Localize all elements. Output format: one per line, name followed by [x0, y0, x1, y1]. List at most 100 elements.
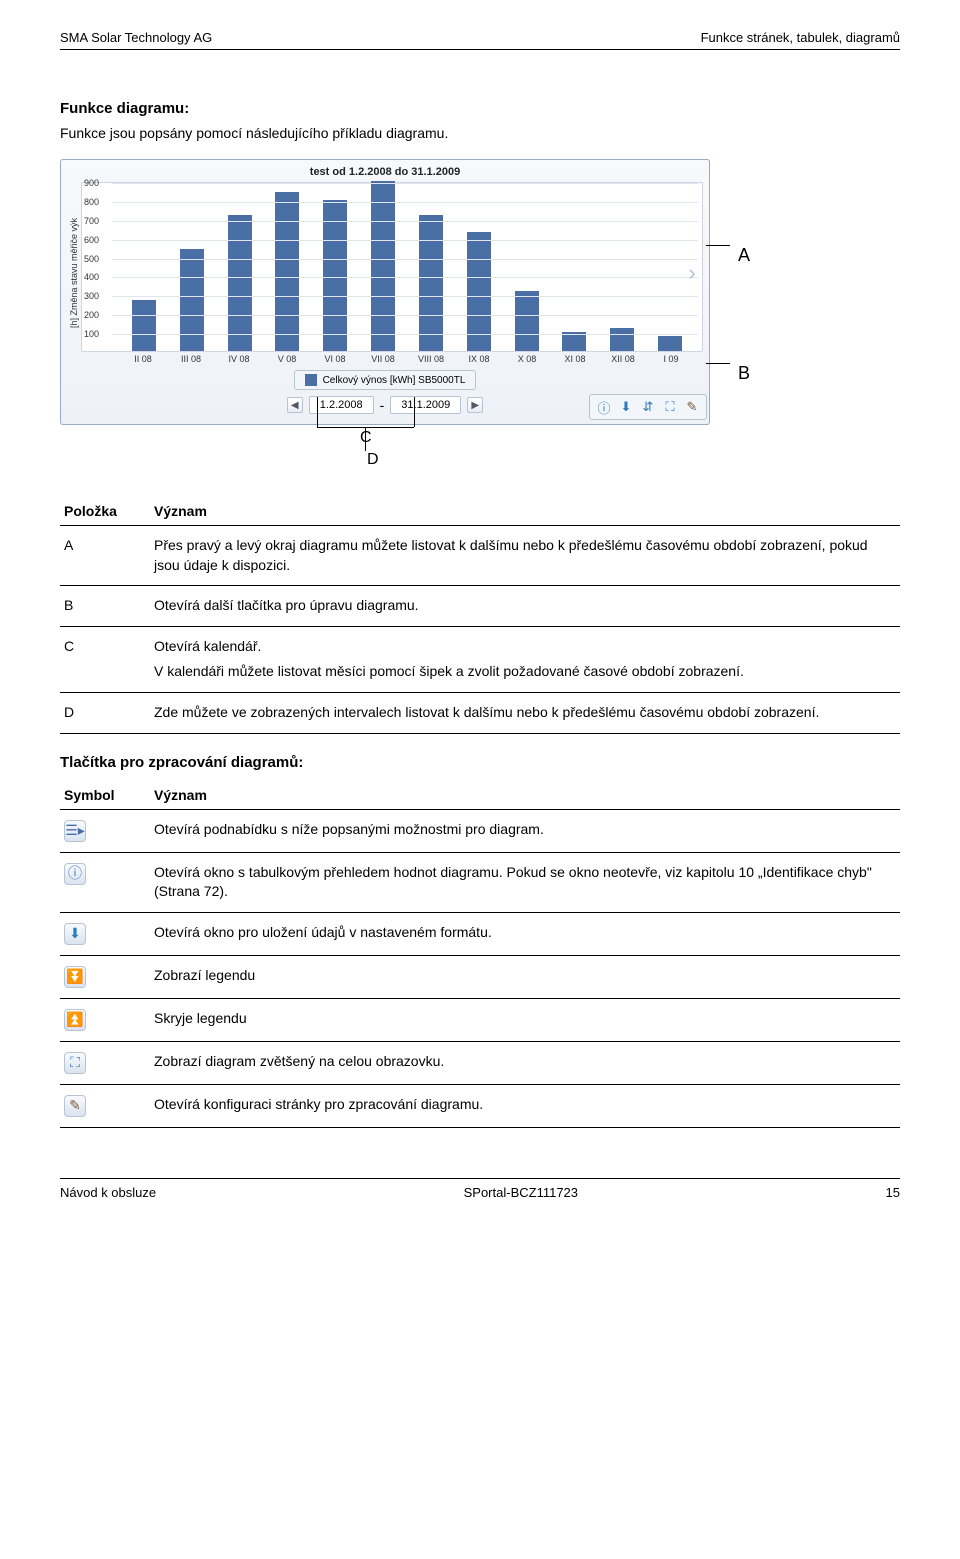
- chart-title: test od 1.2.2008 do 31.1.2009: [67, 166, 703, 178]
- table-row: BOtevírá další tlačítka pro úpravu diagr…: [60, 586, 900, 627]
- header-right: Funkce stránek, tabulek, diagramů: [701, 30, 900, 45]
- chart-wrapper: test od 1.2.2008 do 31.1.2009 [h] Změna …: [60, 159, 900, 485]
- x-tick-label: VII 08: [359, 354, 407, 364]
- symbol-cell: ⬇: [60, 912, 150, 955]
- bar: [180, 249, 204, 351]
- grid-line: [112, 183, 698, 184]
- y-tick: 500: [84, 254, 99, 264]
- bar: [371, 181, 395, 351]
- y-tick: 600: [84, 235, 99, 245]
- x-ticks: II 08III 08IV 08V 08VI 08VII 08VIII 08IX…: [119, 352, 695, 364]
- legend-label: Celkový výnos [kWh] SB5000TL: [323, 375, 466, 386]
- callout-A: A: [738, 245, 750, 266]
- grid-line: [112, 221, 698, 222]
- item-key: C: [60, 626, 150, 692]
- chart-toolbar: ⓘ ⬇ ⇵ ⛶ ✎: [589, 394, 707, 420]
- info-icon[interactable]: ⓘ: [595, 398, 613, 416]
- bracket-line: [706, 363, 730, 364]
- x-tick-label: II 08: [119, 354, 167, 364]
- x-tick-label: XII 08: [599, 354, 647, 364]
- table-row: APřes pravý a levý okraj diagramu můžete…: [60, 526, 900, 586]
- x-tick-label: VI 08: [311, 354, 359, 364]
- table-row: ⏫ Skryje legendu: [60, 998, 900, 1041]
- header-rule: [60, 49, 900, 50]
- footer-right: 15: [886, 1185, 900, 1200]
- table-row: ⏬ Zobrazí legendu: [60, 955, 900, 998]
- collapse-up-icon[interactable]: ⏫: [64, 1009, 86, 1031]
- table2-head-1: Význam: [150, 779, 900, 810]
- y-axis-label: [h] Změna stavu měřiče výk: [67, 182, 81, 364]
- symbol-cell: ⓘ: [60, 852, 150, 912]
- table-row: DZde můžete ve zobrazených intervalech l…: [60, 692, 900, 733]
- edit-icon[interactable]: ✎: [64, 1095, 86, 1117]
- fullscreen-icon[interactable]: ⛶: [661, 398, 679, 416]
- expand-down-icon[interactable]: ⏬: [64, 966, 86, 988]
- item-key: A: [60, 526, 150, 586]
- table1-head-0: Položka: [60, 495, 150, 526]
- menu-icon[interactable]: ☰▸: [64, 820, 86, 842]
- footer-center: SPortal-BCZ111723: [464, 1185, 578, 1200]
- legend-swatch: [305, 374, 317, 386]
- bar: [610, 328, 634, 351]
- symbol-cell: ⏫: [60, 998, 150, 1041]
- plot-area: 100200300400500600700800900: [81, 182, 703, 352]
- item-key: D: [60, 692, 150, 733]
- date-next-arrow[interactable]: ▶: [467, 397, 483, 413]
- footer-left: Návod k obsluze: [60, 1185, 156, 1200]
- symbol-desc: Otevírá okno pro uložení údajů v nastave…: [150, 912, 900, 955]
- chart-next-arrow[interactable]: ›: [683, 253, 701, 293]
- grid-line: [112, 315, 698, 316]
- x-tick-label: III 08: [167, 354, 215, 364]
- info-icon[interactable]: ⓘ: [64, 863, 86, 885]
- bar: [419, 215, 443, 351]
- symbol-desc: Skryje legendu: [150, 998, 900, 1041]
- bracket-line: [317, 397, 318, 427]
- x-tick-label: X 08: [503, 354, 551, 364]
- symbol-cell: ✎: [60, 1084, 150, 1127]
- item-key: B: [60, 586, 150, 627]
- bracket-line: [414, 397, 415, 427]
- table1-head-1: Význam: [150, 495, 900, 526]
- item-desc: Otevírá kalendář.V kalendáři můžete list…: [150, 626, 900, 692]
- table-row: COtevírá kalendář.V kalendáři můžete lis…: [60, 626, 900, 692]
- grid-line: [112, 202, 698, 203]
- legend-row: Celkový výnos [kWh] SB5000TL: [67, 370, 703, 390]
- callout-B: B: [738, 363, 750, 384]
- section-title: Funkce diagramu:: [60, 100, 900, 117]
- date-to-field[interactable]: 31.1.2009: [390, 396, 461, 414]
- date-from-field[interactable]: 1.2.2008: [309, 396, 374, 414]
- bar: [275, 192, 299, 351]
- fullscreen-icon[interactable]: ⛶: [64, 1052, 86, 1074]
- x-tick-label: V 08: [263, 354, 311, 364]
- date-separator: -: [380, 397, 385, 413]
- grid-line: [112, 277, 698, 278]
- subhead: Tlačítka pro zpracování diagramů:: [60, 754, 900, 771]
- bracket-line: [365, 427, 366, 451]
- download-icon[interactable]: ⬇: [617, 398, 635, 416]
- grid-line: [112, 240, 698, 241]
- y-tick: 700: [84, 216, 99, 226]
- symbol-cell: ⏬: [60, 955, 150, 998]
- item-desc: Přes pravý a levý okraj diagramu můžete …: [150, 526, 900, 586]
- table2-head-0: Symbol: [60, 779, 150, 810]
- item-desc: Zde můžete ve zobrazených intervalech li…: [150, 692, 900, 733]
- legend-box[interactable]: Celkový výnos [kWh] SB5000TL: [294, 370, 477, 390]
- date-bar: ◀ 1.2.2008 - 31.1.2009 ▶ ⓘ ⬇ ⇵ ⛶ ✎: [67, 396, 703, 414]
- bar: [323, 200, 347, 351]
- x-tick-label: I 09: [647, 354, 695, 364]
- symbol-desc: Zobrazí legendu: [150, 955, 900, 998]
- bar: [132, 300, 156, 351]
- table-row: ☰▸Otevírá podnabídku s níže popsanými mo…: [60, 809, 900, 852]
- legend-toggle-icon[interactable]: ⇵: [639, 398, 657, 416]
- edit-icon[interactable]: ✎: [683, 398, 701, 416]
- bars-container: [120, 183, 694, 351]
- section-intro: Funkce jsou popsány pomocí následujícího…: [60, 125, 900, 141]
- date-prev-arrow[interactable]: ◀: [287, 397, 303, 413]
- callout-D: D: [367, 451, 379, 469]
- y-tick: 900: [84, 178, 99, 188]
- grid-line: [112, 296, 698, 297]
- grid-line: [112, 259, 698, 260]
- download-icon[interactable]: ⬇: [64, 923, 86, 945]
- x-tick-label: XI 08: [551, 354, 599, 364]
- symbol-desc: Zobrazí diagram zvětšený na celou obrazo…: [150, 1041, 900, 1084]
